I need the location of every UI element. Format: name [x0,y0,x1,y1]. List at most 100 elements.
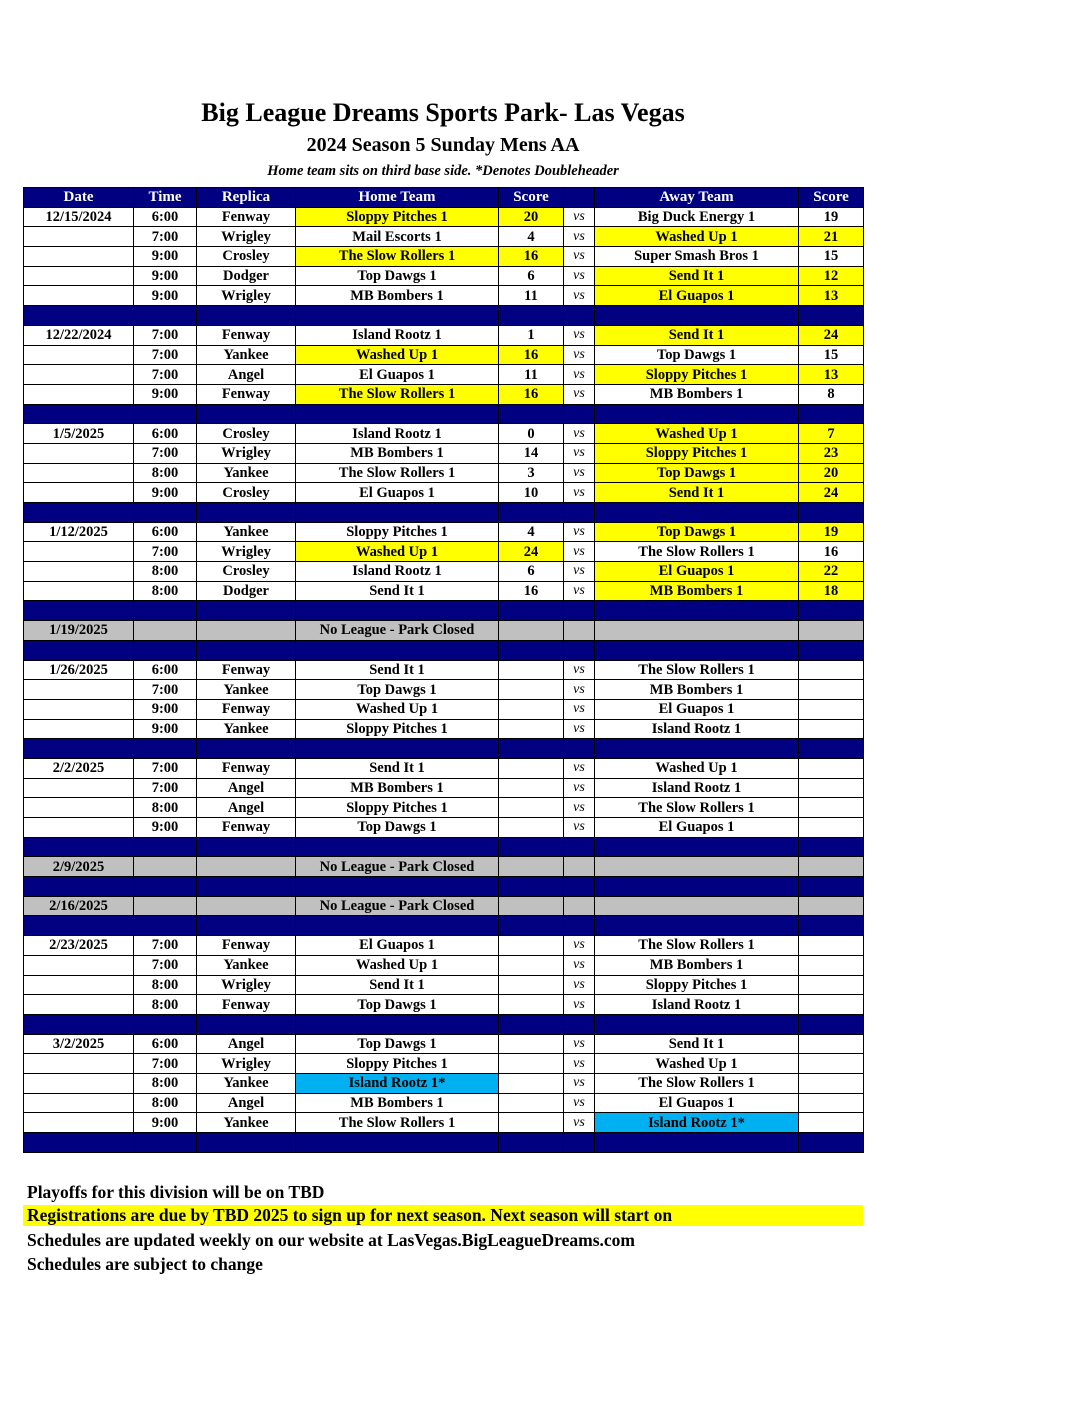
date-cell: 2/9/2025 [23,856,134,878]
away-score-cell [798,1132,864,1153]
time-cell: 7:00 [133,679,197,700]
date-cell [23,954,134,976]
away-team-cell: The Slow Rollers 1 [594,659,799,681]
home-score-cell [498,974,564,996]
date-cell [23,836,134,858]
date-cell [23,1053,134,1074]
vs-cell: vs [563,206,595,228]
home-team-cell: Sloppy Pitches 1 [295,206,499,228]
closed-row: 1/19/2025 No League - Park Closed [23,620,864,641]
time-cell: 7:00 [133,541,197,563]
away-score-cell [798,895,864,917]
home-team-cell: The Slow Rollers 1 [295,462,499,484]
game-row: 8:00 Yankee The Slow Rollers 1 3 vs Top Dawgs… [23,462,864,484]
away-team-cell: MB Bombers 1 [594,383,799,405]
game-row: 12/15/2024 6:00 Fenway Sloppy Pitches 1 20 vs… [23,206,864,228]
away-team-cell: Send It 1 [594,265,799,287]
home-team-cell: Send It 1 [295,659,499,681]
away-score-cell: 19 [798,521,864,543]
date-cell [23,994,134,1015]
away-team-cell: El Guapos 1 [594,285,799,307]
separator-row [23,639,864,661]
vs-cell: vs [563,757,595,779]
replica-cell: Crosley [196,561,296,582]
home-team-cell: Island Rootz 1 [295,561,499,582]
replica-cell [196,620,296,641]
game-row: 7:00 Yankee Washed Up 1 vs MB Bombers 1 [23,954,864,976]
away-team-cell [594,895,799,917]
away-team-cell: El Guapos 1 [594,561,799,582]
vs-cell: vs [563,423,595,444]
vs-cell [563,620,595,641]
game-row: 8:00 Yankee Island Rootz 1* vs The Slow Roll… [23,1072,864,1094]
time-cell: 7:00 [133,226,197,248]
replica-cell: Angel [196,777,296,799]
date-cell [23,797,134,818]
home-team-cell: Washed Up 1 [295,954,499,976]
vs-cell: vs [563,324,595,346]
away-score-cell [798,954,864,976]
header-date: Date [23,187,134,208]
away-score-cell [798,915,864,937]
game-row: 9:00 Yankee The Slow Rollers 1 vs Island Roo… [23,1112,864,1133]
replica-cell: Fenway [196,994,296,1015]
away-team-cell [594,1132,799,1153]
vs-cell: vs [563,797,595,818]
header-home-score: Score [498,187,564,208]
home-score-cell [498,620,564,641]
home-team-cell [295,876,499,897]
home-team-cell: Send It 1 [295,580,499,602]
home-team-cell: Top Dawgs 1 [295,1033,499,1055]
time-cell: 8:00 [133,561,197,582]
home-team-cell: Island Rootz 1* [295,1072,499,1094]
vs-cell [563,895,595,917]
game-row: 1/12/2025 6:00 Yankee Sloppy Pitches 1 4 vs To… [23,521,864,543]
game-row: 3/2/2025 6:00 Angel Top Dawgs 1 vs Send It 1 [23,1033,864,1055]
away-score-cell [798,403,864,425]
game-row: 7:00 Wrigley Washed Up 1 24 vs The Slow Rolle… [23,541,864,563]
away-score-cell: 19 [798,206,864,228]
replica-cell [196,305,296,326]
date-cell [23,502,134,523]
replica-cell: Wrigley [196,442,296,464]
time-cell [133,895,197,917]
time-cell: 8:00 [133,580,197,602]
game-row: 1/5/2025 6:00 Crosley Island Rootz 1 0 vs Wash… [23,423,864,444]
away-team-cell: MB Bombers 1 [594,954,799,976]
away-team-cell: Island Rootz 1 [594,777,799,799]
time-cell: 8:00 [133,1092,197,1114]
away-score-cell [798,974,864,996]
game-row: 8:00 Wrigley Send It 1 vs Sloppy Pitches 1 [23,974,864,996]
game-row: 7:00 Wrigley MB Bombers 1 14 vs Sloppy Pitche… [23,442,864,464]
game-row: 9:00 Crosley The Slow Rollers 1 16 vs Super S… [23,246,864,267]
away-score-cell: 18 [798,580,864,602]
date-cell [23,679,134,700]
home-score-cell [498,1092,564,1114]
replica-cell: Dodger [196,580,296,602]
header-row: Date Time Replica Home Team Score Away Team Sc… [23,187,864,208]
replica-cell [196,600,296,622]
vs-cell [563,639,595,661]
away-score-cell [798,659,864,681]
vs-cell [563,876,595,897]
home-team-cell [295,600,499,622]
replica-cell: Angel [196,364,296,385]
replica-cell: Yankee [196,954,296,976]
away-team-cell: Sloppy Pitches 1 [594,364,799,385]
replica-cell: Fenway [196,324,296,346]
away-team-cell: Big Duck Energy 1 [594,206,799,228]
time-cell: 7:00 [133,954,197,976]
away-team-cell [594,876,799,897]
home-team-cell: No League - Park Closed [295,895,499,917]
home-score-cell [498,777,564,799]
date-cell [23,738,134,759]
away-team-cell [594,620,799,641]
home-team-cell: El Guapos 1 [295,482,499,503]
date-cell [23,580,134,602]
away-team-cell [594,639,799,661]
home-score-cell: 14 [498,442,564,464]
vs-cell [563,600,595,622]
time-cell: 7:00 [133,1053,197,1074]
date-cell [23,1013,134,1035]
